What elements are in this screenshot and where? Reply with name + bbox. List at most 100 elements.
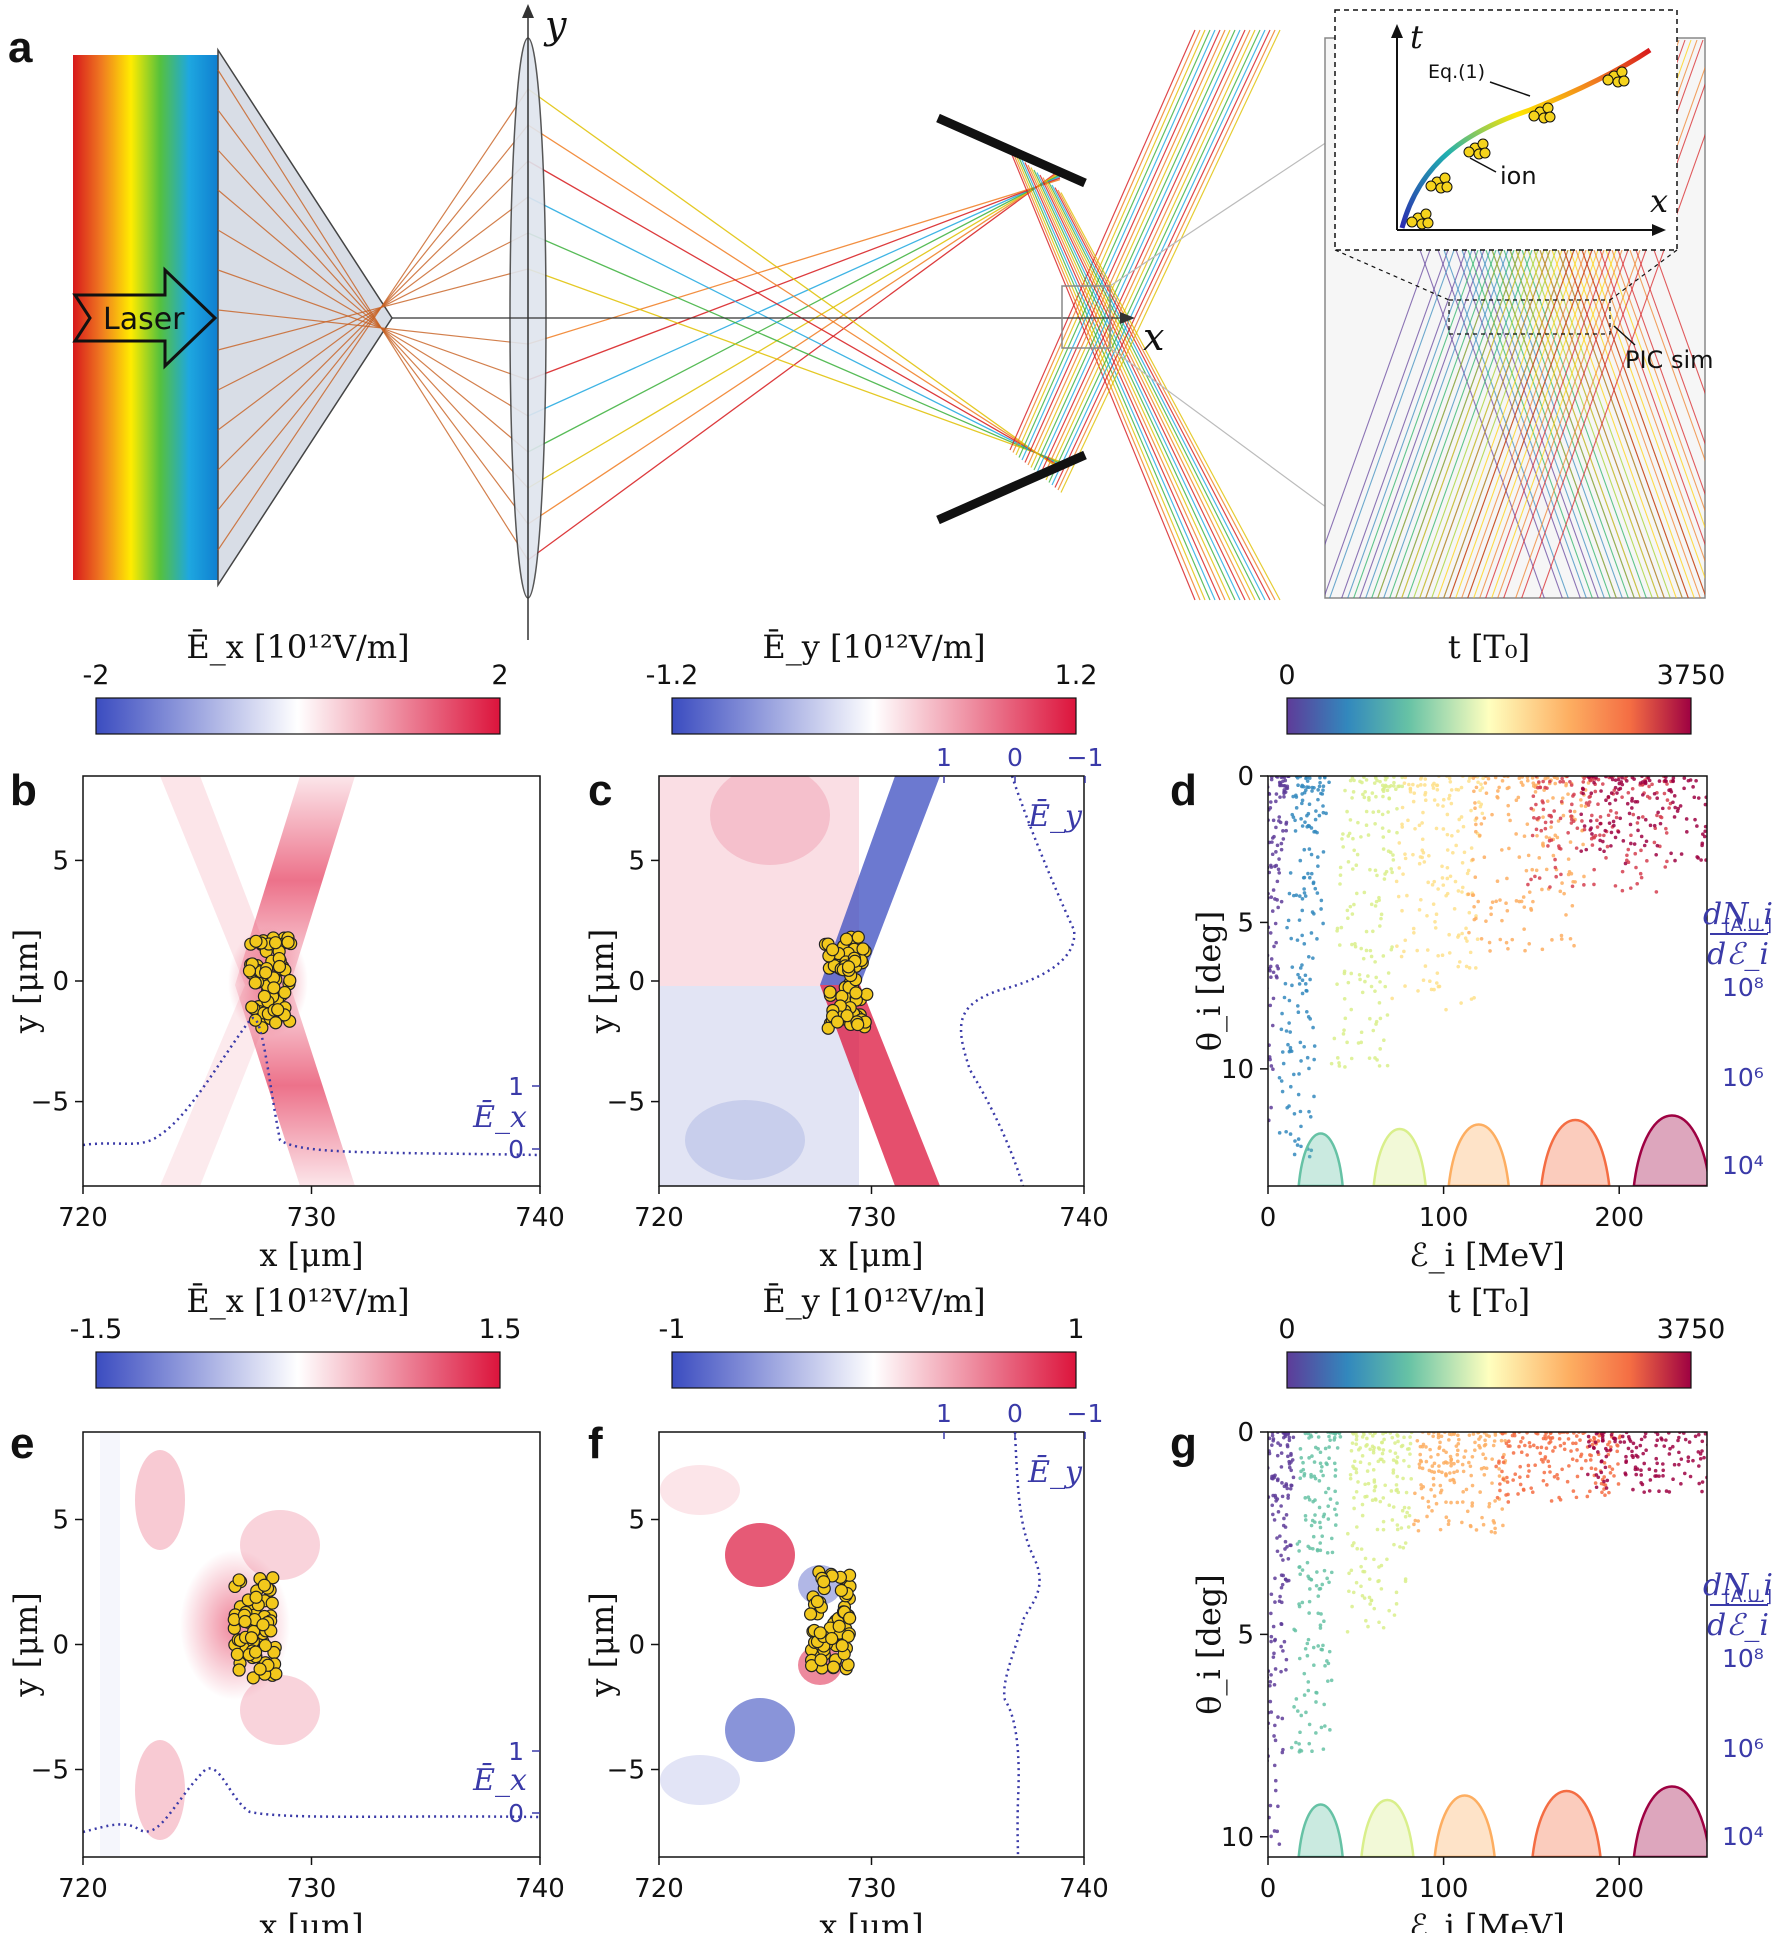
scatter-point	[1311, 1546, 1315, 1551]
ion-icon	[1544, 111, 1556, 123]
scatter-point	[1268, 964, 1273, 969]
scatter-point	[1418, 1452, 1423, 1457]
scatter-point	[1349, 1056, 1354, 1061]
scatter-point	[1664, 1438, 1668, 1442]
scatter-point	[1381, 794, 1385, 799]
ion-particle	[856, 942, 870, 956]
scatter-point	[1254, 1081, 1258, 1085]
scatter-point	[1349, 1007, 1354, 1012]
ex-overlay-tick: 0	[508, 1799, 524, 1828]
scatter-point	[1432, 987, 1436, 992]
scatter-point	[1403, 852, 1407, 856]
scatter-point	[1392, 784, 1396, 788]
scatter-point	[1411, 852, 1415, 857]
scatter-point	[1447, 796, 1451, 801]
scatter-point	[1281, 829, 1285, 833]
scatter-point	[1699, 858, 1703, 862]
scatter-point	[1316, 797, 1320, 802]
scatter-point	[1311, 956, 1315, 960]
scatter-point	[1269, 975, 1273, 980]
scatter-point	[1259, 1090, 1263, 1094]
scatter-point	[1551, 1449, 1555, 1453]
scatter-point	[1473, 806, 1477, 811]
scatter-point	[1648, 1478, 1653, 1482]
ray-mid	[527, 160, 1061, 467]
scatter-point	[1499, 1438, 1504, 1443]
scatter-point	[1521, 783, 1525, 787]
scatter-point	[1598, 847, 1602, 852]
ex-overlay-label: Ē_x	[472, 1100, 527, 1135]
ion-particle	[269, 1016, 283, 1030]
colorbar	[671, 697, 1077, 735]
scatter-point	[1568, 936, 1573, 941]
scatter-point	[1655, 1432, 1660, 1437]
scatter-point	[1588, 827, 1593, 832]
scatter-point	[1602, 1475, 1607, 1479]
scatter-point	[1745, 1471, 1749, 1475]
scatter-point	[1507, 785, 1511, 790]
scatter-point	[1318, 1525, 1323, 1530]
colorbar-title: Ē_y [10¹²V/m]	[762, 1282, 985, 1320]
scatter-point	[1612, 1436, 1617, 1441]
scatter-point	[1317, 784, 1322, 789]
scatter-point	[1435, 981, 1439, 985]
panel-g-frame	[1267, 1431, 1708, 1858]
scatter-point	[1417, 1465, 1422, 1470]
y-tick-label: 0	[1237, 762, 1254, 792]
scatter-point	[1541, 800, 1545, 805]
scatter-point	[1474, 1528, 1479, 1532]
scatter-point	[1273, 1600, 1277, 1604]
scatter-point	[1272, 1518, 1277, 1522]
scatter-point	[1562, 1447, 1567, 1452]
scatter-point	[1664, 831, 1669, 835]
ion-particle	[817, 1575, 831, 1589]
scatter-point	[1589, 1466, 1594, 1471]
scatter-point	[1438, 1483, 1443, 1488]
scatter-point	[1279, 1573, 1284, 1577]
scatter-point	[1531, 784, 1536, 788]
colorbar-max-label: 1.2	[1055, 660, 1098, 691]
scatter-point	[1538, 1451, 1543, 1456]
scatter-point	[1345, 809, 1349, 814]
scatter-point	[1417, 908, 1422, 912]
scatter-point	[1470, 1501, 1475, 1505]
scatter-point	[1575, 1474, 1580, 1479]
panel-label-a: a	[8, 23, 33, 72]
scatter-point	[1313, 1513, 1317, 1517]
scatter-point	[1382, 877, 1387, 881]
scatter-point	[1655, 813, 1659, 818]
scatter-point	[1435, 971, 1440, 975]
scatter-point	[1388, 1449, 1392, 1453]
scatter-point	[1286, 1557, 1291, 1561]
scatter-point	[1400, 805, 1405, 810]
scatter-point	[1719, 776, 1723, 780]
scatter-point	[1724, 781, 1728, 785]
scatter-point	[1274, 825, 1278, 830]
scatter-point	[1656, 810, 1660, 815]
scatter-point	[1260, 1083, 1264, 1087]
scatter-point	[1291, 893, 1296, 898]
scatter-point	[1284, 1657, 1289, 1662]
scatter-point	[1448, 1478, 1452, 1483]
scatter-point	[1631, 812, 1636, 817]
scatter-point	[1337, 1432, 1342, 1436]
scatter-point	[1307, 1066, 1311, 1071]
scatter-point	[1506, 803, 1510, 808]
scatter-point	[1371, 1468, 1376, 1472]
scatter-point	[1307, 776, 1312, 780]
scatter-point	[1398, 1545, 1402, 1549]
scatter-point	[1555, 1473, 1559, 1477]
ray-focus-down	[1009, 29, 1196, 451]
scatter-point	[1277, 780, 1282, 785]
x-axis-label: x [μm]	[259, 1236, 363, 1274]
ey-overlay-label: Ē_y	[1027, 1455, 1083, 1490]
ey-overlay-label: Ē_y	[1027, 799, 1083, 834]
scatter-point	[1434, 826, 1439, 831]
scatter-point	[1351, 1590, 1356, 1595]
scatter-point	[1272, 1763, 1277, 1768]
scatter-point	[1610, 1467, 1615, 1471]
scatter-point	[1390, 1518, 1395, 1522]
scatter-point	[1571, 1489, 1576, 1493]
x-tick-label: 740	[1059, 1874, 1109, 1904]
scatter-point	[1501, 1460, 1506, 1465]
